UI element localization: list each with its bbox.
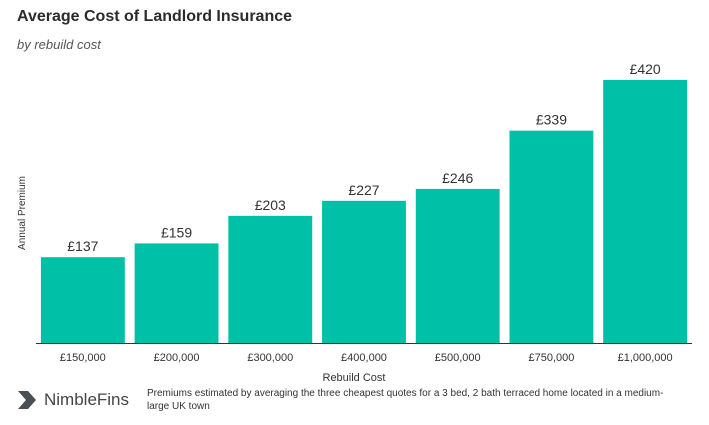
nimblefins-logo-icon (18, 391, 36, 409)
bar-3 (322, 200, 406, 343)
bar-1 (134, 243, 219, 343)
x-tick-label-1: £200,000 (154, 352, 200, 364)
value-labels-group: £137 £159 £203 £227 £246 £339 £420 (67, 61, 661, 254)
bar-6 (603, 79, 688, 343)
x-tick-label-3: £400,000 (341, 352, 387, 364)
x-tick-label-5: £750,000 (528, 352, 574, 364)
brand-name: NimbleFins (44, 390, 130, 409)
x-tick-label-6: £1,000,000 (618, 352, 673, 364)
footnote: Premiums estimated by averaging the thre… (147, 388, 664, 412)
y-axis-label: Annual Premium (17, 176, 28, 250)
chart-title: Average Cost of Landlord Insurance (17, 8, 293, 25)
value-label-2: £203 (255, 197, 286, 213)
value-label-1: £159 (161, 224, 192, 240)
x-tick-label-0: £150,000 (60, 352, 106, 364)
bar-4 (415, 188, 500, 343)
x-tick-label-4: £500,000 (435, 352, 481, 364)
x-tick-labels-group: £150,000 £200,000 £300,000 £400,000 £500,000… (60, 352, 673, 364)
value-label-0: £137 (67, 238, 98, 254)
x-axis-label: Rebuild Cost (323, 372, 386, 384)
brand-logo-group: NimbleFins (16, 390, 129, 410)
bar-5 (509, 130, 594, 343)
bar-chart: £137 £159 £203 £227 £246 £339 £420 £150,000 £20… (17, 61, 692, 384)
value-label-4: £246 (442, 170, 473, 186)
chart-subtitle: by rebuild cost (17, 37, 101, 52)
bars-group (40, 79, 688, 343)
value-label-6: £420 (630, 61, 661, 77)
x-tick-label-2: £300,000 (247, 352, 293, 364)
value-label-5: £339 (536, 112, 567, 128)
value-label-3: £227 (348, 182, 379, 198)
bar-0 (40, 257, 125, 343)
bar-2 (228, 215, 313, 343)
